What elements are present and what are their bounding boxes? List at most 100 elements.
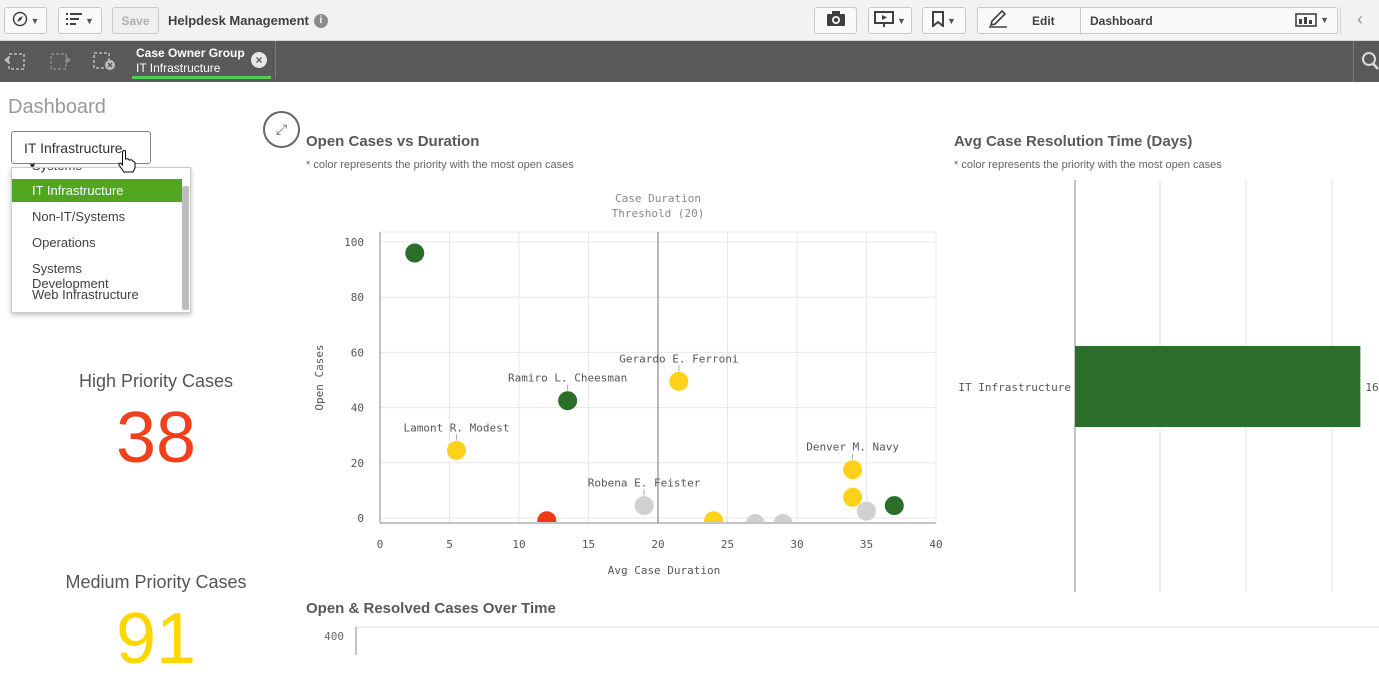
- line-chart[interactable]: 400: [300, 622, 1379, 655]
- scatter-x-tick-label: 30: [790, 538, 803, 551]
- scatter-y-tick-label: 0: [357, 512, 364, 525]
- chevron-down-icon: ▼: [30, 15, 40, 26]
- chevron-down-icon: ▼: [1320, 15, 1329, 25]
- sheet-name: Dashboard: [1090, 13, 1153, 28]
- bar-it-infrastructure[interactable]: [1075, 346, 1361, 427]
- scatter-point-label: Lamont R. Modest: [403, 421, 509, 434]
- kpi-medium-priority-label: Medium Priority Cases: [65, 572, 247, 592]
- dropdown-option[interactable]: Systems: [12, 168, 182, 177]
- bar-value-label: 16.: [1365, 381, 1379, 394]
- snapshot-button[interactable]: [814, 7, 857, 34]
- app-title-text: Helpdesk Management: [168, 13, 309, 28]
- sheet-selector[interactable]: Dashboard ▼: [1081, 7, 1338, 34]
- scatter-x-tick-label: 0: [377, 538, 384, 551]
- sheet-title: Dashboard: [8, 96, 106, 118]
- scatter-chart[interactable]: 0 5 10 15 20 25 30 35 40 0 20 40 60 80 100 Case Duratio…: [300, 185, 950, 590]
- info-icon[interactable]: i: [313, 13, 328, 28]
- scatter-point[interactable]: [669, 371, 689, 391]
- scatter-point[interactable]: [704, 511, 724, 530]
- bar-chart-title: Avg Case Resolution Time (Days): [954, 133, 1193, 150]
- selection-chip-case-owner-group[interactable]: Case Owner Group IT Infrastructure ×: [128, 41, 276, 79]
- scatter-x-tick-label: 35: [860, 538, 873, 551]
- clear-all-selections-icon[interactable]: [92, 50, 118, 72]
- app-overview-button[interactable]: ▼: [58, 7, 102, 34]
- scatter-y-tick-label: 60: [351, 346, 364, 359]
- story-button[interactable]: ▼: [868, 7, 912, 34]
- scatter-point[interactable]: [405, 243, 425, 263]
- scatter-x-tick-label: 15: [582, 538, 595, 551]
- dropdown-option[interactable]: Web Infrastructure: [32, 287, 139, 302]
- scatter-chart-subtitle: * color represents the priority with the…: [306, 159, 574, 171]
- scatter-x-tick-label: 5: [446, 538, 453, 551]
- previous-sheet-button[interactable]: ‹: [1340, 7, 1379, 34]
- bar-category-label: IT Infrastructure: [958, 381, 1071, 394]
- scatter-point-label: Denver M. Navy: [806, 441, 899, 454]
- case-owner-group-dropdown[interactable]: IT Infrastructure ▼: [11, 131, 151, 171]
- navigation-button[interactable]: ▼: [4, 7, 47, 34]
- scatter-x-tick-label: 10: [512, 538, 525, 551]
- step-forward-icon[interactable]: [47, 50, 73, 72]
- dropdown-scrollbar[interactable]: [182, 186, 189, 310]
- pencil-icon: [988, 9, 1008, 31]
- scatter-point-label: Ramiro L. Cheesman: [508, 372, 627, 385]
- dropdown-option-selected[interactable]: IT Infrastructure: [12, 179, 182, 202]
- app-title: Helpdesk Management i: [168, 13, 328, 28]
- scatter-x-tick-label: 25: [721, 538, 734, 551]
- dropdown-option[interactable]: Non-IT/Systems: [32, 209, 126, 224]
- clear-selection-icon[interactable]: ×: [251, 52, 267, 68]
- expand-icon[interactable]: ⤢: [263, 111, 300, 148]
- presentation-icon: [874, 11, 895, 30]
- scatter-point[interactable]: [537, 511, 557, 530]
- line-chart-title: Open & Resolved Cases Over Time: [306, 600, 556, 617]
- caret-down-icon: ▼: [28, 161, 37, 171]
- search-button[interactable]: [1353, 41, 1379, 82]
- kpi-medium-priority-value: 91: [115, 599, 197, 679]
- scatter-chart-title: Open Cases vs Duration: [306, 133, 480, 150]
- scatter-point[interactable]: [843, 487, 863, 507]
- search-icon: [1361, 51, 1379, 76]
- scatter-point-label: Robena E. Feister: [588, 477, 701, 490]
- camera-icon: [826, 11, 846, 30]
- dropdown-option[interactable]: Operations: [32, 235, 96, 250]
- list-icon: [66, 12, 83, 29]
- scatter-point[interactable]: [634, 496, 654, 516]
- top-toolbar: ▼ ▼ Save Helpdesk Management i ▼ ▼ Edit …: [0, 0, 1379, 41]
- chevron-down-icon: ▼: [85, 15, 94, 26]
- sheets-icon: ▼: [1295, 13, 1329, 27]
- save-button[interactable]: Save: [112, 7, 159, 34]
- selection-field-value: IT Infrastructure: [136, 61, 221, 75]
- dropdown-option[interactable]: Systems Development: [32, 261, 109, 291]
- scatter-points: [405, 243, 904, 533]
- bar-chart-subtitle: * color represents the priority with the…: [954, 159, 1222, 171]
- scatter-x-axis-label: Avg Case Duration: [608, 564, 721, 577]
- dropdown-options-list[interactable]: Systems IT Infrastructure Non-IT/Systems…: [11, 167, 191, 313]
- scatter-point[interactable]: [857, 501, 876, 521]
- scatter-y-axis-label: Open Cases: [313, 344, 326, 410]
- scatter-point[interactable]: [446, 440, 466, 460]
- scatter-point[interactable]: [884, 496, 904, 516]
- kpi-high-priority-label: High Priority Cases: [78, 371, 234, 391]
- edit-label: Edit: [1032, 13, 1055, 28]
- chevron-down-icon: ▼: [897, 15, 906, 26]
- scatter-point[interactable]: [745, 514, 765, 533]
- scatter-x-tick-label: 40: [929, 538, 942, 551]
- step-back-icon[interactable]: [2, 50, 28, 72]
- scatter-point[interactable]: [773, 514, 793, 533]
- edit-button[interactable]: Edit: [977, 7, 1081, 34]
- scatter-y-tick-label: 20: [351, 457, 364, 470]
- selection-field-name: Case Owner Group: [136, 46, 245, 60]
- scatter-point[interactable]: [843, 460, 863, 480]
- bookmark-icon: [932, 11, 945, 30]
- scatter-y-tick-label: 100: [344, 236, 364, 249]
- line-chart-y-tick: 400: [324, 630, 344, 643]
- scatter-y-tick-label: 40: [351, 402, 364, 415]
- chevron-down-icon: ▼: [947, 15, 956, 26]
- scatter-x-tick-label: 20: [651, 538, 664, 551]
- selections-bar: Case Owner Group IT Infrastructure ×: [0, 41, 1379, 82]
- hand-cursor-icon: [118, 149, 136, 179]
- bookmark-button[interactable]: ▼: [922, 7, 966, 34]
- bar-chart[interactable]: IT Infrastructure 16.: [954, 180, 1379, 592]
- scatter-point[interactable]: [558, 391, 578, 411]
- scatter-y-tick-label: 80: [351, 291, 364, 304]
- scatter-reference-label: Threshold (20): [612, 207, 705, 220]
